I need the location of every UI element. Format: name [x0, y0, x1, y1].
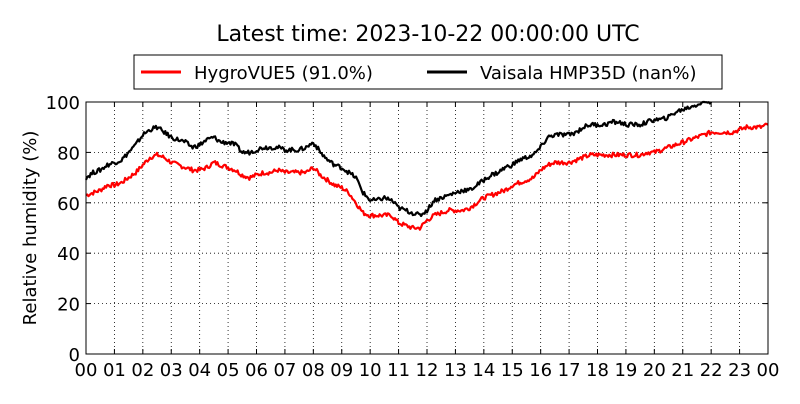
chart-title: Latest time: 2023-10-22 00:00:00 UTC: [216, 22, 639, 47]
x-tick-label: 09: [330, 360, 353, 381]
x-tick-label: 14: [472, 360, 495, 381]
x-tick-label: 00: [757, 360, 780, 381]
series-line-vaisala-hmp35d: [84, 100, 713, 218]
x-tick-label: 03: [160, 360, 183, 381]
series-layer: [84, 100, 769, 231]
y-tick-label: 100: [46, 93, 80, 114]
x-tick-label: 10: [359, 360, 382, 381]
x-tick-label: 22: [700, 360, 723, 381]
x-tick-label: 02: [131, 360, 154, 381]
x-tick-label: 17: [558, 360, 581, 381]
x-tick-label: 20: [643, 360, 666, 381]
x-tick-label: 08: [302, 360, 325, 381]
y-tick-label: 60: [57, 194, 80, 215]
legend-label-hygrovue5: HygroVUE5 (91.0%): [194, 63, 373, 84]
series-line-hygrovue5: [85, 122, 769, 231]
x-tick-label: 19: [614, 360, 637, 381]
y-tick-label: 40: [57, 244, 80, 265]
x-tick-label: 01: [103, 360, 126, 381]
y-axis-label: Relative humidity (%): [20, 131, 41, 326]
x-tick-label: 06: [245, 360, 268, 381]
x-tick-label: 11: [387, 360, 410, 381]
x-tick-label: 18: [586, 360, 609, 381]
y-tick-label: 80: [57, 143, 80, 164]
x-tick-label: 15: [501, 360, 524, 381]
plot-frame: [85, 101, 769, 355]
x-tick-label: 04: [188, 360, 211, 381]
ticks: 00 01 02 03 04 05 06 07 08 09 10 11 12 13 14 15 16 17 18 19…: [46, 93, 780, 381]
x-tick-label: 12: [416, 360, 439, 381]
legend: HygroVUE5 (91.0%) Vaisala HMP35D (nan%): [133, 54, 723, 90]
legend-label-vaisala: Vaisala HMP35D (nan%): [480, 63, 697, 84]
y-tick-label: 20: [57, 295, 80, 316]
x-tick-label: 07: [273, 360, 296, 381]
x-tick-label: 21: [671, 360, 694, 381]
x-tick-label: 23: [728, 360, 751, 381]
x-tick-label: 13: [444, 360, 467, 381]
x-tick-label: 05: [217, 360, 240, 381]
x-tick-label: 16: [529, 360, 552, 381]
y-tick-label: 0: [69, 345, 80, 366]
grid: [86, 102, 768, 354]
x-tick-label: 00: [75, 360, 98, 381]
